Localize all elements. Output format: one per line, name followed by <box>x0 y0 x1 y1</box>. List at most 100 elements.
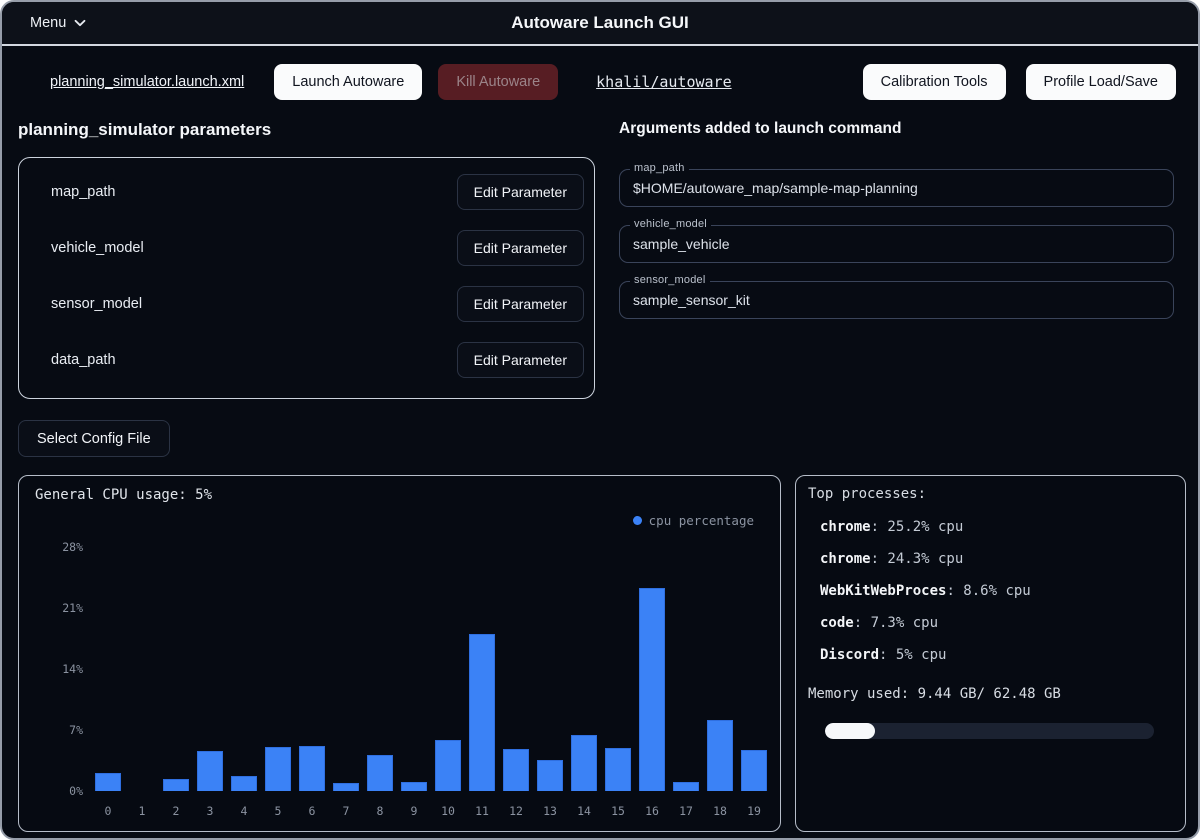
arguments-heading: Arguments added to launch command <box>619 120 902 137</box>
map-path-field-wrap: map_path <box>619 162 1174 207</box>
kill-autoware-button[interactable]: Kill Autoware <box>438 64 559 100</box>
x-axis-tick-label: 4 <box>240 804 248 818</box>
y-axis-tick-label: 21% <box>62 601 83 615</box>
process-detail: : 24.3% cpu <box>870 551 964 567</box>
cpu-bar <box>333 783 359 791</box>
map-path-input[interactable] <box>620 170 1173 206</box>
x-axis-tick-label: 16 <box>645 804 659 818</box>
process-detail: : 8.6% cpu <box>946 583 1031 599</box>
parameter-name: map_path <box>51 184 116 200</box>
x-axis-tick-label: 14 <box>577 804 591 818</box>
x-axis-tick-label: 11 <box>475 804 489 818</box>
process-item: Discord: 5% cpu <box>820 647 946 663</box>
memory-progress-fill <box>825 723 875 739</box>
chart-legend: cpu percentage <box>632 513 754 528</box>
process-detail: : 7.3% cpu <box>853 615 939 631</box>
cpu-bar <box>95 773 121 791</box>
launch-file-link[interactable]: planning_simulator.launch.xml <box>50 74 245 90</box>
launch-autoware-button[interactable]: Launch Autoware <box>274 64 423 100</box>
top-processes-title: Top processes: <box>808 486 927 502</box>
x-axis-tick-label: 2 <box>172 804 180 818</box>
process-item: chrome: 24.3% cpu <box>820 551 963 567</box>
x-axis-tick-label: 9 <box>410 804 418 818</box>
x-axis-tick-label: 3 <box>206 804 214 818</box>
x-axis-tick-label: 17 <box>679 804 693 818</box>
y-axis: 0% 7% 14% 21% 28% <box>33 539 83 798</box>
profile-load-save-button[interactable]: Profile Load/Save <box>1025 64 1176 100</box>
x-axis-tick-label: 8 <box>376 804 384 818</box>
edit-parameter-button[interactable]: Edit Parameter <box>456 174 584 210</box>
legend-dot-icon <box>632 516 642 525</box>
x-axis-tick-label: 0 <box>104 804 112 818</box>
y-axis-tick-label: 14% <box>62 662 83 676</box>
vehicle-model-field-wrap: vehicle_model <box>619 218 1174 263</box>
parameter-name: vehicle_model <box>51 240 144 256</box>
memory-used-label: Memory used: 9.44 GB/ 62.48 GB <box>808 686 1061 702</box>
process-detail: : 5% cpu <box>879 647 947 663</box>
process-item: chrome: 25.2% cpu <box>820 519 963 535</box>
parameter-name: data_path <box>51 352 116 368</box>
cpu-bar <box>299 746 325 791</box>
sensor-model-field-label: sensor_model <box>630 274 710 286</box>
cpu-bar <box>639 588 665 791</box>
process-name: WebKitWebProces <box>820 583 947 599</box>
x-axis: 0 1 2 3 4 5 6 7 8 9 10 11 12 13 14 15 16 17 18 19 <box>91 804 771 818</box>
x-axis-tick-label: 7 <box>342 804 350 818</box>
x-axis-tick-label: 13 <box>543 804 557 818</box>
calibration-tools-button[interactable]: Calibration Tools <box>862 64 1006 100</box>
toolbar: planning_simulator.launch.xml Launch Aut… <box>2 46 1198 118</box>
x-axis-tick-label: 6 <box>308 804 316 818</box>
cpu-bar <box>231 776 257 791</box>
cpu-usage-title: General CPU usage: 5% <box>35 487 213 503</box>
cpu-bar <box>265 747 291 791</box>
sensor-model-input[interactable] <box>620 282 1173 318</box>
cpu-bar <box>163 779 189 791</box>
cpu-bar <box>469 634 495 791</box>
edit-parameter-button[interactable]: Edit Parameter <box>457 398 584 399</box>
x-axis-tick-label: 1 <box>138 804 146 818</box>
y-axis-tick-label: 28% <box>62 540 83 554</box>
edit-parameter-button[interactable]: Edit Parameter <box>456 286 584 322</box>
map-path-field-label: map_path <box>630 162 689 174</box>
parameter-row: map_path Edit Parameter <box>19 164 594 220</box>
x-axis-tick-label: 5 <box>274 804 282 818</box>
cpu-bar <box>673 782 699 791</box>
cpu-bar <box>503 749 529 791</box>
parameter-name: sensor_model <box>51 296 143 312</box>
select-config-file-button[interactable]: Select Config File <box>18 420 170 457</box>
cpu-bar <box>571 735 597 791</box>
sensor-model-field-wrap: sensor_model <box>619 274 1174 319</box>
x-axis-tick-label: 19 <box>747 804 761 818</box>
legend-label: cpu percentage <box>648 513 754 528</box>
page-title: Autoware Launch GUI <box>511 13 689 32</box>
x-axis-tick-label: 12 <box>509 804 523 818</box>
cpu-bar <box>707 720 733 791</box>
cpu-bar <box>401 782 427 791</box>
repo-link[interactable]: khalil/autoware <box>596 73 732 91</box>
process-name: code <box>820 615 854 631</box>
edit-parameter-button[interactable]: Edit Parameter <box>456 230 584 266</box>
cpu-bar <box>367 755 393 791</box>
menu-button[interactable]: Menu <box>30 15 86 31</box>
top-processes-panel: Top processes: chrome: 25.2% cpu chrome:… <box>795 475 1186 832</box>
process-item: code: 7.3% cpu <box>820 615 938 631</box>
parameter-row: sensor_model Edit Parameter <box>19 276 594 332</box>
vehicle-model-field-label: vehicle_model <box>630 218 711 230</box>
cpu-bar <box>435 740 461 791</box>
cpu-bar <box>741 750 767 791</box>
cpu-usage-panel: General CPU usage: 5% cpu percentage 0% 7… <box>18 475 781 832</box>
edit-parameter-button[interactable]: Edit Parameter <box>456 342 584 378</box>
cpu-bar-plot <box>91 539 771 791</box>
x-axis-tick-label: 15 <box>611 804 625 818</box>
parameters-panel: map_path Edit Parameter vehicle_model Ed… <box>18 157 595 399</box>
cpu-bar <box>605 748 631 791</box>
parameter-row: vehicle_model Edit Parameter <box>19 220 594 276</box>
cpu-bar <box>197 751 223 791</box>
memory-progress-bar <box>825 723 1154 739</box>
x-axis-tick-label: 10 <box>441 804 455 818</box>
y-axis-tick-label: 7% <box>69 723 83 737</box>
vehicle-model-input[interactable] <box>620 226 1173 262</box>
chevron-down-icon <box>74 19 86 27</box>
process-name: chrome <box>820 551 871 567</box>
